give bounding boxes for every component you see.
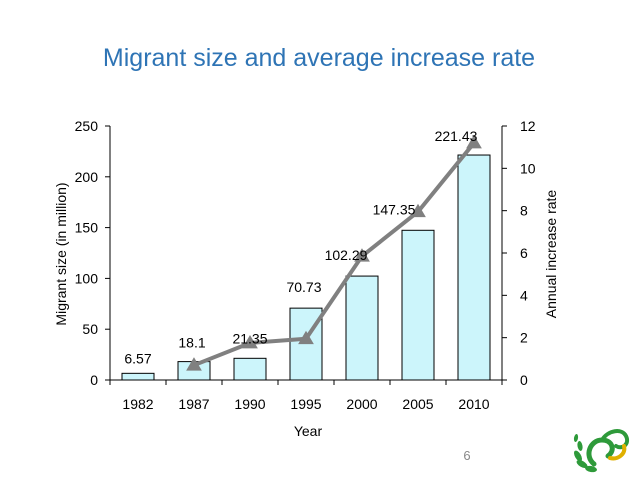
x-tick-label: 1982 <box>122 396 153 412</box>
y-tick-label: 250 <box>75 118 99 134</box>
y2-tick-label: 2 <box>520 330 528 346</box>
x-tick-label: 1990 <box>234 396 265 412</box>
bar <box>457 154 491 381</box>
triangle-marker <box>298 330 314 345</box>
bar <box>345 275 379 381</box>
bar <box>401 229 435 381</box>
data-label: 6.57 <box>124 350 151 366</box>
y-tick-label: 0 <box>90 372 98 388</box>
y-tick-label: 150 <box>75 220 99 236</box>
data-label: 70.73 <box>286 279 321 295</box>
data-label: 21.35 <box>232 330 267 346</box>
data-label: 221.43 <box>435 128 478 144</box>
bar <box>121 372 155 381</box>
y-tick-label: 100 <box>75 270 99 286</box>
y2-tick-label: 4 <box>520 287 528 303</box>
x-tick-label: 2005 <box>402 396 433 412</box>
triangle-marker <box>466 134 482 149</box>
bar-series <box>121 154 491 381</box>
bar <box>233 357 267 381</box>
line-series <box>186 134 482 371</box>
x-tick-label: 2010 <box>458 396 489 412</box>
triangle-marker <box>410 203 426 218</box>
data-label: 18.1 <box>178 335 205 351</box>
triangle-marker <box>186 357 202 371</box>
triangle-marker <box>242 334 258 349</box>
data-label: 147.35 <box>373 201 416 217</box>
olive-branch-logo <box>573 429 629 473</box>
slide-title: Migrant size and average increase rate <box>102 44 536 72</box>
y2-tick-label: 8 <box>520 203 528 219</box>
y-tick-label: 50 <box>82 321 98 337</box>
y2-tick-label: 10 <box>520 160 536 176</box>
y-tick-label: 200 <box>75 169 99 185</box>
page-number: 6 <box>463 448 471 463</box>
y2-tick-label: 12 <box>520 118 536 134</box>
y2-tick-label: 6 <box>520 245 528 261</box>
triangle-marker <box>354 248 370 262</box>
x-axis-title: Year <box>294 423 323 439</box>
axes: 0 50 100 150 200 250 0 2 4 6 8 10 12 1982 1987 1990 1995… <box>75 118 536 412</box>
y2-axis-title: Annual increase rate <box>543 190 559 319</box>
increase-rate-line <box>193 141 476 368</box>
data-label: 102.29 <box>325 247 368 263</box>
x-tick-label: 1987 <box>178 396 209 412</box>
y-axis-title: Migrant size (in million) <box>53 182 69 325</box>
x-tick-label: 1995 <box>290 396 321 412</box>
x-tick-label: 2000 <box>346 396 377 412</box>
y2-tick-label: 0 <box>520 372 528 388</box>
